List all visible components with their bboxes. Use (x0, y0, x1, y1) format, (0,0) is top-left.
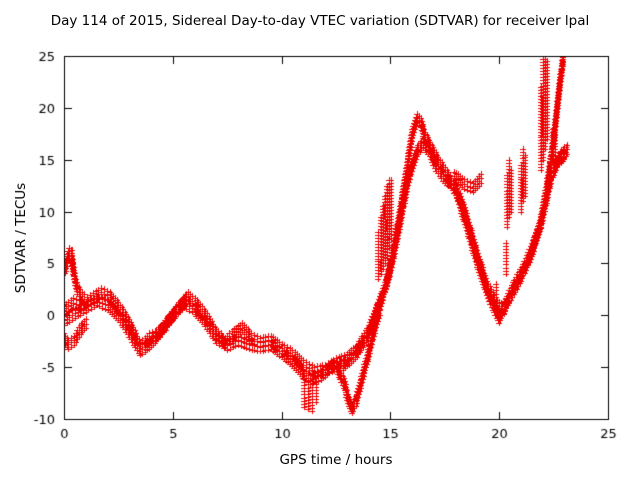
x-axis-label: GPS time / hours (279, 452, 393, 468)
y-axis-label: SDTVAR / TECUs (13, 182, 29, 294)
chart-title: Day 114 of 2015, Sidereal Day-to-day VTE… (50, 13, 590, 29)
